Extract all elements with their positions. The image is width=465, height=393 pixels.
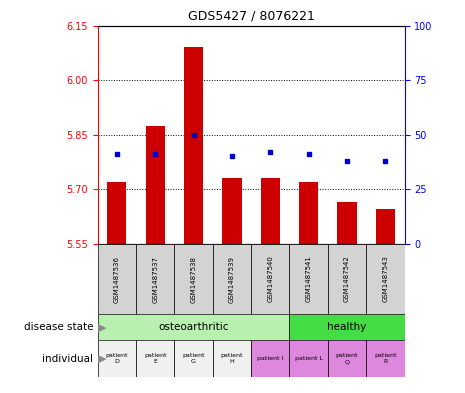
Text: osteoarthritic: osteoarthritic <box>158 322 229 332</box>
Text: GSM1487540: GSM1487540 <box>267 255 273 303</box>
Bar <box>261 178 280 244</box>
Bar <box>328 340 366 377</box>
Text: patient
D: patient D <box>106 353 128 364</box>
Text: GSM1487541: GSM1487541 <box>306 255 312 303</box>
Text: patient I: patient I <box>257 356 284 361</box>
Text: patient L: patient L <box>295 356 323 361</box>
Bar <box>107 182 126 244</box>
Text: ▶: ▶ <box>98 322 106 332</box>
Bar <box>289 340 328 377</box>
Bar <box>174 340 213 377</box>
Text: individual: individual <box>42 354 93 364</box>
Text: patient
R: patient R <box>374 353 397 364</box>
Title: GDS5427 / 8076221: GDS5427 / 8076221 <box>188 10 314 23</box>
Text: GSM1487537: GSM1487537 <box>152 255 158 303</box>
Bar <box>222 178 241 244</box>
Bar <box>366 340 405 377</box>
Bar <box>299 182 318 244</box>
Text: ▶: ▶ <box>98 354 106 364</box>
Bar <box>251 244 289 314</box>
Text: GSM1487542: GSM1487542 <box>344 256 350 302</box>
Text: healthy: healthy <box>327 322 366 332</box>
Bar <box>146 125 165 244</box>
Text: disease state: disease state <box>24 322 93 332</box>
Text: patient
H: patient H <box>221 353 243 364</box>
Bar <box>213 340 251 377</box>
Bar <box>289 314 405 340</box>
Text: patient
E: patient E <box>144 353 166 364</box>
Bar <box>366 244 405 314</box>
Bar <box>174 244 213 314</box>
Text: GSM1487539: GSM1487539 <box>229 255 235 303</box>
Bar <box>98 340 136 377</box>
Bar <box>136 340 174 377</box>
Bar <box>184 47 203 244</box>
Text: GSM1487536: GSM1487536 <box>114 255 120 303</box>
Bar <box>136 244 174 314</box>
Bar <box>251 340 289 377</box>
Bar <box>213 244 251 314</box>
Bar <box>376 209 395 244</box>
Bar <box>338 202 357 244</box>
Text: GSM1487538: GSM1487538 <box>191 255 197 303</box>
Bar <box>289 244 328 314</box>
Bar <box>98 244 136 314</box>
Text: patient
G: patient G <box>182 353 205 364</box>
Text: patient
Q: patient Q <box>336 353 358 364</box>
Text: GSM1487543: GSM1487543 <box>382 255 388 303</box>
Bar <box>328 244 366 314</box>
Bar <box>98 314 289 340</box>
